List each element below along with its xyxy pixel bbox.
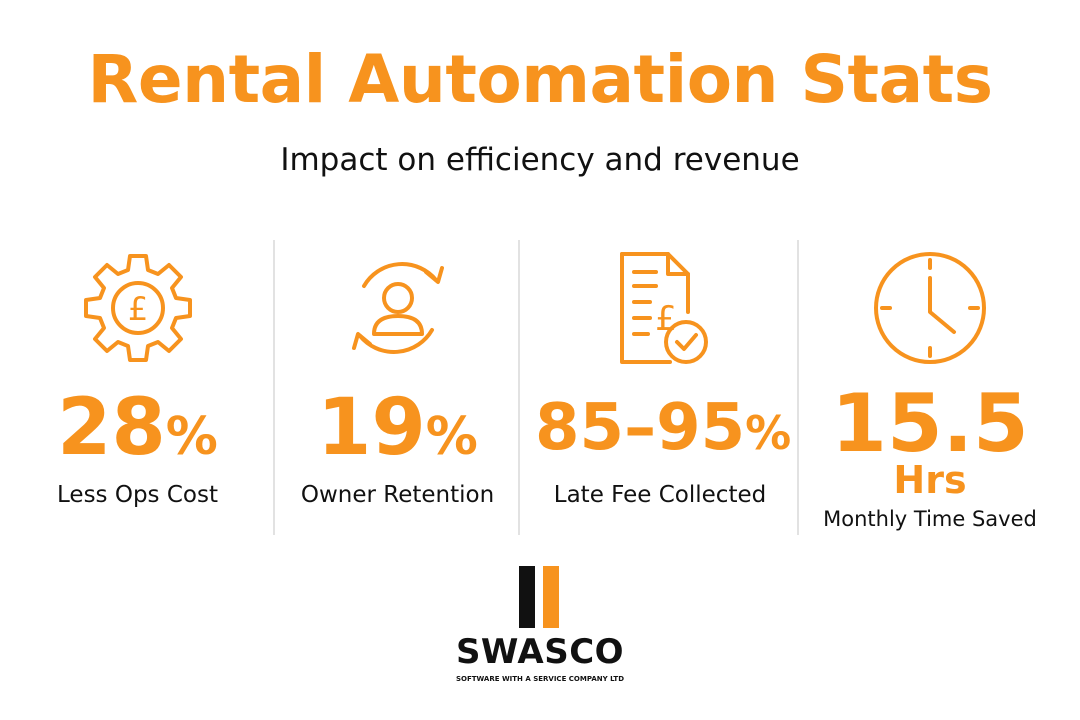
- page-title: Rental Automation Stats: [87, 41, 993, 118]
- logo-bars-icon: [519, 566, 561, 628]
- logo-bar-orange: [543, 566, 559, 628]
- svg-text:£: £: [127, 290, 147, 328]
- column-divider: [797, 240, 799, 535]
- column-divider: [273, 240, 275, 535]
- logo-tagline: SOFTWARE WITH A SERVICE COMPANY LTD: [455, 675, 625, 683]
- stat-label: Owner Retention: [300, 482, 495, 508]
- stat-owner-retention: 19% Owner Retention: [290, 240, 505, 540]
- page-subtitle: Impact on efficiency and revenue: [280, 142, 800, 178]
- stat-value: 15.5: [831, 377, 1029, 470]
- stat-value: 28%: [57, 383, 218, 473]
- svg-text:£: £: [655, 299, 677, 339]
- logo-bar-black: [519, 566, 535, 628]
- invoice-pound-check-icon: £: [620, 252, 708, 364]
- gear-pound-icon: £: [83, 254, 192, 362]
- stat-ops-cost: £ 28% Less Ops Cost: [30, 240, 245, 540]
- stat-value: 19%: [317, 383, 478, 473]
- stat-value: 85–95%: [535, 391, 792, 465]
- stat-time-saved: 15.5 Hrs Monthly Time Saved: [815, 240, 1045, 540]
- stat-label: Late Fee Collected: [553, 482, 767, 508]
- stat-label: Less Ops Cost: [57, 482, 218, 508]
- stat-label: Monthly Time Saved: [823, 507, 1037, 531]
- user-refresh-icon: [351, 262, 444, 354]
- stat-late-fee: £ 85–95% Late Fee Collected: [535, 240, 792, 540]
- stat-unit: Hrs: [893, 458, 967, 502]
- swasco-logo: SWASCO SOFTWARE WITH A SERVICE COMPANY L…: [440, 566, 640, 686]
- logo-brand: SWASCO: [455, 632, 625, 672]
- column-divider: [518, 240, 520, 535]
- clock-icon: [874, 252, 986, 364]
